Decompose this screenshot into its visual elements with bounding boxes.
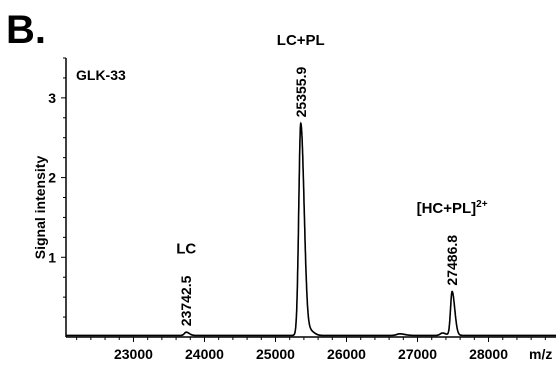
peak-name-label: LC (176, 241, 196, 258)
x-tick-label: 27000 (398, 346, 437, 362)
y-axis-label: Signal intensity (32, 156, 48, 260)
x-axis-label: m/z (529, 346, 552, 362)
x-tick-label: 24000 (185, 346, 224, 362)
peak-value-label: 23742.5 (178, 275, 194, 326)
x-tick-label: 23000 (114, 346, 153, 362)
spectrum-trace (66, 121, 556, 337)
y-tick-label: 2 (48, 170, 56, 186)
x-tick-label: 26000 (327, 346, 366, 362)
x-tick-label: 28000 (469, 346, 508, 362)
peak-name-superscript: 2+ (476, 199, 488, 210)
y-tick-label: 3 (48, 90, 56, 106)
tick-marks (61, 57, 546, 342)
x-tick-label: 25000 (256, 346, 295, 362)
panel-label: B. (6, 8, 46, 52)
y-tick-label: 1 (48, 249, 56, 265)
chart-labels: 23000 24000 25000 26000 27000 28000 m/z 1 2 3 Sign… (32, 32, 552, 362)
peak-name-label: LC+PL (277, 32, 325, 49)
peak-value-label: 25355.9 (293, 67, 309, 118)
axes (65, 58, 556, 338)
peak-value-label: 27486.8 (444, 235, 460, 286)
sample-label: GLK-33 (76, 67, 126, 83)
peak-name-label: [HC+PL]2+ (417, 199, 488, 217)
